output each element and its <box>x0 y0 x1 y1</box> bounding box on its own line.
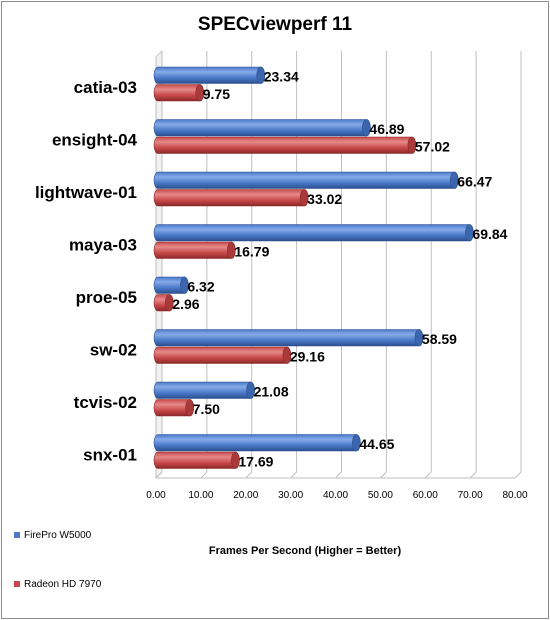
legend-label-radeon: Radeon HD 7970 <box>24 579 102 590</box>
gridline-x-floor <box>380 471 387 479</box>
gridline-x-floor <box>514 471 522 479</box>
value-label: 23.34 <box>264 69 299 85</box>
x-axis-title: Frames Per Second (Higher = Better) <box>208 545 402 557</box>
bar-cap <box>231 451 240 469</box>
bar-cap <box>362 119 371 137</box>
bar-cap <box>185 399 194 417</box>
gridline-x-floor <box>469 471 477 479</box>
bar-firepro <box>153 66 265 84</box>
bar-firepro <box>153 329 424 347</box>
bar-cap <box>180 276 189 294</box>
x-tick-label: 20.00 <box>233 490 258 501</box>
x-tick-label: 70.00 <box>458 490 483 501</box>
bar-cap <box>195 84 205 102</box>
bar-radeon <box>153 241 236 259</box>
x-tick-label: 10.00 <box>188 490 213 501</box>
bar-cap <box>407 136 417 154</box>
bar-cap <box>299 189 309 207</box>
value-label: 21.08 <box>254 384 289 400</box>
legend-swatch-firepro <box>14 532 20 539</box>
bar-cap <box>256 66 266 84</box>
bar-radeon <box>153 189 309 207</box>
legend-swatch-radeon <box>14 581 20 588</box>
gridline-x-floor <box>290 471 297 479</box>
bar-firepro <box>153 119 371 137</box>
plot-wall <box>156 51 521 478</box>
x-tick-label: 40.00 <box>323 490 348 501</box>
bar-radeon <box>153 136 417 154</box>
value-label: 58.59 <box>422 331 457 347</box>
value-label: 9.75 <box>203 86 230 102</box>
value-label: 6.32 <box>187 279 214 295</box>
bar-radeon <box>153 451 240 469</box>
x-tick-label: 80.00 <box>502 490 527 501</box>
category-label: proe-05 <box>76 288 137 307</box>
value-label: 33.02 <box>307 191 342 207</box>
gridline-x-floor <box>200 471 208 479</box>
x-tick-label: 0.00 <box>146 490 166 501</box>
bar-cap <box>164 294 174 312</box>
value-label: 17.69 <box>238 454 273 470</box>
gridline-x-floor <box>155 471 163 479</box>
bar-cap <box>282 346 292 364</box>
gridline-x-floor <box>245 471 253 479</box>
bar-firepro <box>153 224 474 242</box>
gridline-x-floor <box>424 471 432 479</box>
category-label: tcvis-02 <box>74 393 137 412</box>
chart-title: SPECviewperf 11 <box>197 14 353 35</box>
value-label: 44.65 <box>359 436 394 452</box>
bar-firepro <box>153 381 255 399</box>
value-label: 16.79 <box>234 244 269 260</box>
legend-label-firepro: FirePro W5000 <box>24 530 92 541</box>
bar-cap <box>227 241 236 259</box>
bar-cap <box>449 171 459 189</box>
category-label: catia-03 <box>74 78 137 97</box>
category-label: sw-02 <box>90 341 137 360</box>
x-tick-label: 60.00 <box>413 490 438 501</box>
value-label: 69.84 <box>472 226 507 242</box>
category-label: lightwave-01 <box>35 183 137 202</box>
value-label: 66.47 <box>457 174 492 190</box>
bar-radeon <box>153 346 292 364</box>
bar-firepro <box>153 171 459 189</box>
legend-item-firepro: FirePro W5000 <box>14 530 91 541</box>
x-tick-label: 30.00 <box>278 490 303 501</box>
gridline-x-floor <box>335 471 342 479</box>
value-label: 46.89 <box>369 121 404 137</box>
bar-cap <box>414 329 424 347</box>
category-label: snx-01 <box>83 446 137 465</box>
x-tick-label: 50.00 <box>368 490 393 501</box>
bar-cap <box>465 224 474 242</box>
category-label: maya-03 <box>69 236 137 255</box>
bar-cap <box>352 434 361 452</box>
legend-item-radeon: Radeon HD 7970 <box>14 579 101 590</box>
category-label: ensight-04 <box>52 131 138 150</box>
bar-cap <box>246 381 255 399</box>
value-label: 2.96 <box>172 296 199 312</box>
bar-firepro <box>153 434 361 452</box>
value-label: 7.50 <box>193 401 220 417</box>
value-label: 29.16 <box>290 349 325 365</box>
value-label: 57.02 <box>415 139 450 155</box>
